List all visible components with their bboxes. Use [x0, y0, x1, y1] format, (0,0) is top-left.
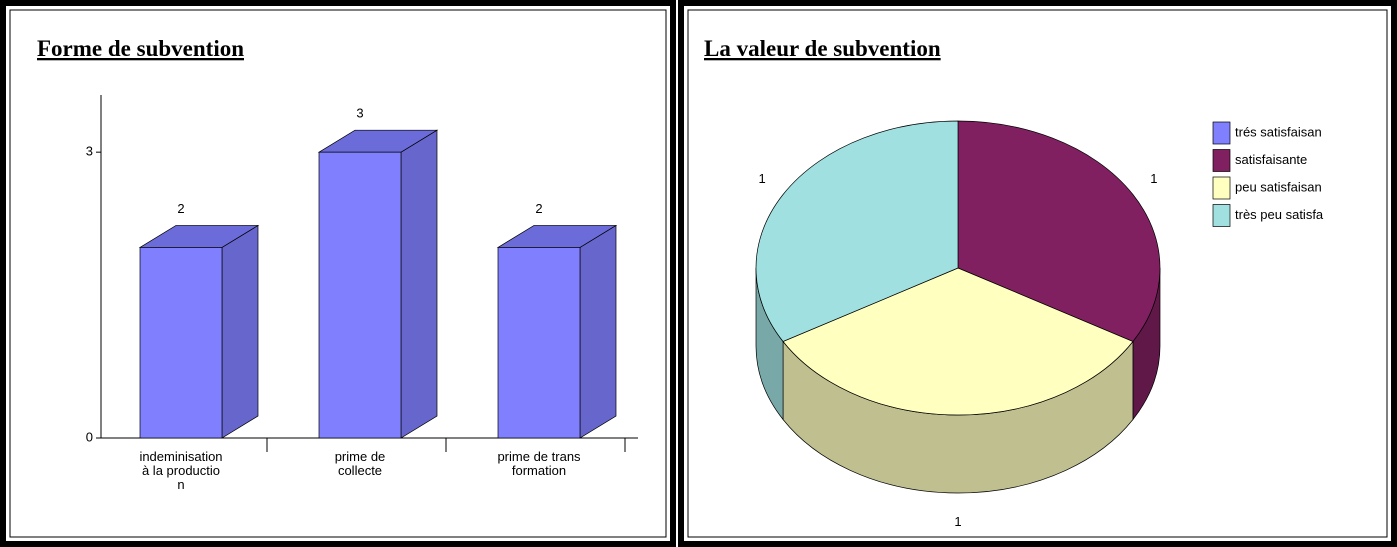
panel-border: [687, 9, 1388, 538]
x-tick-label: prime de collecte: [334, 449, 386, 478]
panel-border: [9, 9, 667, 538]
bar: [497, 247, 581, 439]
legend-swatch: [1212, 121, 1231, 145]
pie-slice: [957, 120, 1161, 342]
legend-label: trés satisfaisan: [1235, 124, 1322, 139]
data-label: 1: [1150, 171, 1157, 186]
legend-swatch: [1212, 176, 1231, 200]
data-label: 1: [954, 514, 961, 529]
data-label: 2: [535, 201, 542, 216]
data-label: 2: [177, 201, 184, 216]
x-tick-label: indeminisation à la productio n: [139, 449, 223, 492]
legend-swatch: [1212, 204, 1231, 227]
panel-border: [0, 0, 676, 547]
bar-side: [579, 224, 617, 439]
y-tick-label: 0: [86, 429, 93, 444]
bar: [139, 247, 223, 439]
x-tick-label: prime de trans formation: [497, 449, 581, 478]
data-label: 1: [758, 171, 765, 186]
panel-border: [678, 0, 1397, 547]
legend-label: satisfaisante: [1235, 152, 1307, 167]
bar-side: [221, 224, 259, 439]
bar-side: [400, 129, 438, 439]
bar: [318, 151, 402, 439]
legend-label: très peu satisfa: [1235, 207, 1324, 222]
data-label: 3: [356, 106, 363, 121]
chart-title: La valeur de subvention: [704, 36, 941, 61]
y-tick-label: 3: [86, 144, 93, 159]
pie-slice: [755, 120, 959, 342]
legend-label: peu satisfaisan: [1235, 179, 1322, 194]
legend-swatch: [1212, 149, 1231, 172]
chart-title: Forme de subvention: [37, 36, 244, 61]
